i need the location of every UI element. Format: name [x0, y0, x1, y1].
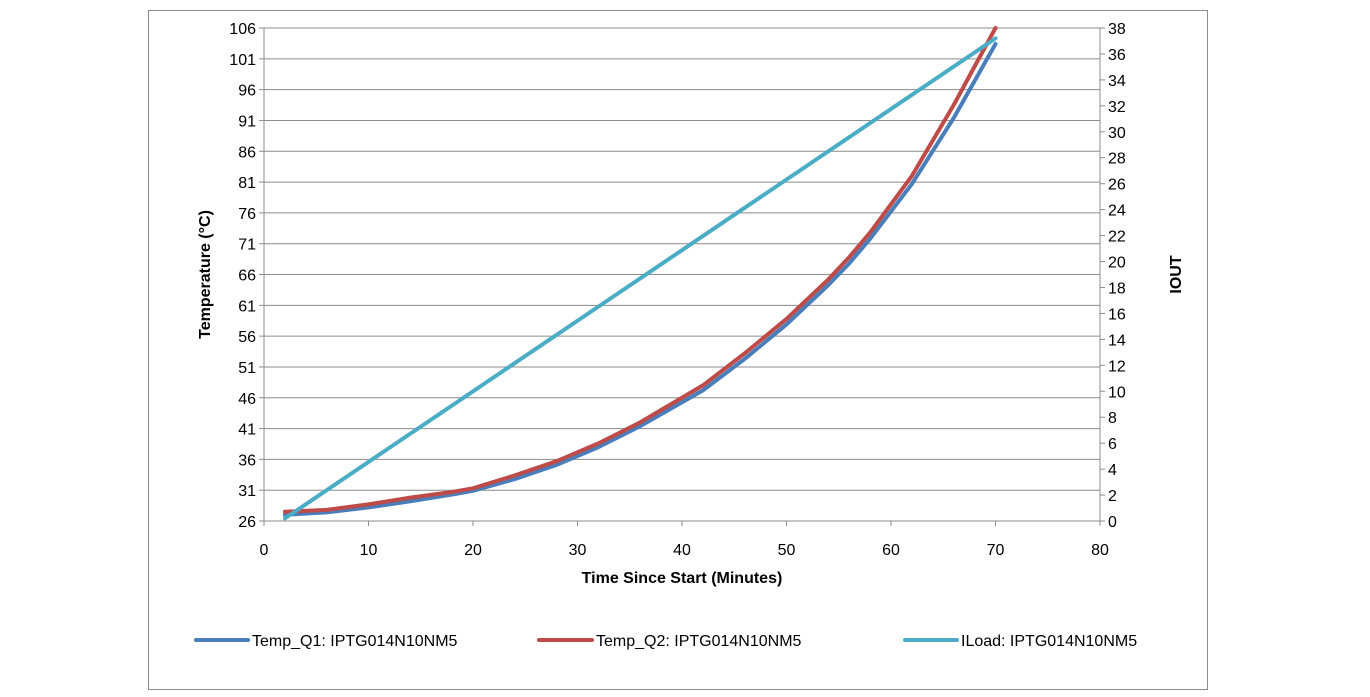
y-tick-label-6: 56: [238, 329, 256, 346]
y2-tick-label-17: 34: [1108, 73, 1126, 90]
y2-tick-label-15: 30: [1108, 125, 1126, 142]
y-tick-label-0: 26: [238, 514, 256, 531]
y-tick-label-7: 61: [238, 298, 256, 315]
y-tick-label-9: 71: [238, 237, 256, 254]
x-tick-label-0: 0: [260, 542, 269, 559]
y-tick-label-3: 41: [238, 422, 256, 439]
y-tick-label-11: 81: [238, 175, 256, 192]
y-tick-label-8: 66: [238, 268, 256, 285]
y-tick-label-13: 91: [238, 113, 256, 130]
axes: [259, 27, 1105, 526]
x-tick-label-1: 10: [360, 542, 378, 559]
y2-tick-label-12: 24: [1108, 203, 1126, 220]
y2-tick-label-1: 2: [1108, 488, 1117, 505]
y-tick-label-5: 51: [238, 360, 256, 377]
y-tick-label-4: 46: [238, 391, 256, 408]
y-tick-label-16: 106: [229, 21, 256, 38]
y2-tick-label-5: 10: [1108, 384, 1126, 401]
x-tick-label-3: 30: [569, 542, 587, 559]
y-tick-label-12: 86: [238, 144, 256, 161]
y2-tick-label-9: 18: [1108, 280, 1126, 297]
y-tick-label-15: 101: [229, 52, 256, 69]
legend-label-1: Temp_Q2: IPTG014N10NM5: [596, 633, 802, 650]
y2-axis-title: IOUT: [1168, 255, 1185, 293]
y-axis-title: Temperature (°C): [197, 210, 214, 339]
y-tick-label-14: 96: [238, 83, 256, 100]
y-tick-label-2: 36: [238, 452, 256, 469]
grid-lines: [264, 27, 1100, 522]
x-tick-label-7: 70: [987, 542, 1005, 559]
y2-tick-label-2: 4: [1108, 462, 1117, 479]
x-tick-label-2: 20: [464, 542, 482, 559]
series-line-2: [282, 36, 998, 521]
y2-tick-label-4: 8: [1108, 410, 1117, 427]
x-tick-label-8: 80: [1091, 542, 1109, 559]
y2-tick-label-10: 20: [1108, 255, 1126, 272]
tick-labels: 2631364146515661667176818691961011060246…: [229, 21, 1126, 559]
y2-tick-label-3: 6: [1108, 436, 1117, 453]
y2-tick-label-0: 0: [1108, 514, 1117, 531]
y-tick-label-1: 31: [238, 483, 256, 500]
y2-tick-label-6: 12: [1108, 358, 1126, 375]
y2-tick-label-13: 26: [1108, 177, 1126, 194]
y2-tick-label-8: 16: [1108, 306, 1126, 323]
x-tick-label-4: 40: [673, 542, 691, 559]
series-line-1: [282, 26, 998, 514]
y2-tick-label-7: 14: [1108, 332, 1126, 349]
x-tick-label-6: 60: [882, 542, 900, 559]
legend: Temp_Q1: IPTG014N10NM5 Temp_Q2: IPTG014N1…: [194, 633, 1137, 650]
y2-tick-label-19: 38: [1108, 21, 1126, 38]
legend-label-0: Temp_Q1: IPTG014N10NM5: [252, 633, 458, 650]
chart-frame: [148, 10, 1208, 690]
y-tick-label-10: 76: [238, 206, 256, 223]
legend-label-2: ILoad: IPTG014N10NM5: [961, 633, 1137, 650]
x-axis-title: Time Since Start (Minutes): [582, 570, 783, 587]
y2-tick-label-18: 36: [1108, 47, 1126, 64]
series-line-0: [282, 42, 998, 517]
y2-tick-label-14: 28: [1108, 151, 1126, 168]
y2-tick-label-16: 32: [1108, 99, 1126, 116]
x-tick-label-5: 50: [778, 542, 796, 559]
y2-tick-label-11: 22: [1108, 229, 1126, 246]
series-lines: [282, 26, 998, 521]
